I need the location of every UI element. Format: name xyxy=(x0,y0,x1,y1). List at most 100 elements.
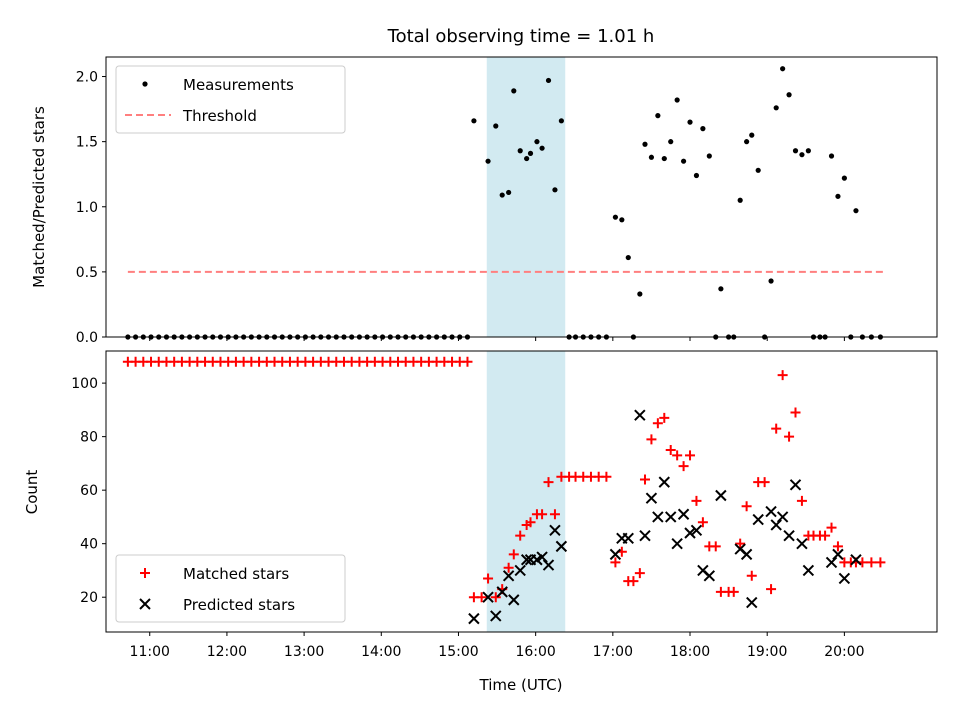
measurement-point xyxy=(511,88,517,94)
measurement-point xyxy=(493,123,499,129)
matched-star-point xyxy=(875,557,886,568)
legend-entry-label: Measurements xyxy=(183,76,294,94)
measurement-point xyxy=(687,119,693,125)
measurement-point xyxy=(558,118,564,124)
x-tick-label: 11:00 xyxy=(130,644,170,660)
matched-star-point xyxy=(790,407,801,418)
measurement-point xyxy=(841,175,847,181)
predicted-star-point xyxy=(549,524,561,537)
predicted-star-point xyxy=(740,548,753,561)
matched-star-point xyxy=(537,509,548,520)
predicted-star-point xyxy=(752,513,764,526)
x-tick-label: 15:00 xyxy=(438,644,478,660)
predicted-star-point xyxy=(468,612,480,625)
matched-star-point xyxy=(746,570,757,581)
predicted-star-point xyxy=(765,505,777,518)
legend: Matched stars Predicted stars xyxy=(115,554,346,623)
measurement-point xyxy=(792,148,799,154)
matched-star-point xyxy=(728,586,739,597)
legend: Measurements Threshold xyxy=(115,65,346,134)
measurement-point xyxy=(612,214,619,220)
predicted-star-point xyxy=(502,570,515,582)
y-tick-label: 0.0 xyxy=(76,330,98,346)
measurement-point xyxy=(471,118,477,124)
measurement-point xyxy=(737,197,743,203)
measurement-point xyxy=(755,167,761,173)
matched-star-point xyxy=(697,517,708,528)
matched-star-point xyxy=(549,509,560,520)
matched-star-point xyxy=(639,474,650,485)
legend-box xyxy=(115,554,346,623)
predicted-star-point xyxy=(703,570,716,582)
measurement-point xyxy=(828,153,835,159)
measurement-point xyxy=(853,208,859,214)
measurement-point xyxy=(773,105,779,111)
y-tick-label: 20 xyxy=(80,590,98,606)
matched-star-point xyxy=(796,495,807,506)
matched-star-point xyxy=(735,538,746,549)
matched-star-point xyxy=(866,557,877,568)
predicted-star-point xyxy=(802,564,815,577)
predicted-star-point xyxy=(536,551,548,563)
measurement-point xyxy=(499,192,505,198)
measurement-point xyxy=(655,113,661,119)
bottom-panel: 20 40 60 80 100 11:00 12:00 13:00 14:00 15:00 16:0… xyxy=(71,350,938,660)
measurement-point xyxy=(706,153,712,159)
measurement-point xyxy=(674,97,680,103)
predicted-star-point xyxy=(490,610,502,622)
measurement-point xyxy=(539,145,545,151)
x-tick-label: 18:00 xyxy=(670,644,710,660)
matched-star-point xyxy=(634,568,645,579)
matched-star-point xyxy=(503,562,514,573)
legend-entry-label: Predicted stars xyxy=(183,596,295,614)
legend-measurement-swatch xyxy=(142,81,148,87)
x-tick-label: 16:00 xyxy=(515,644,555,660)
measurement-point xyxy=(552,187,558,193)
x-tick-label: 20:00 xyxy=(824,644,864,660)
predicted-star-point xyxy=(796,537,808,550)
chart-title: Total observing time = 1.01 h xyxy=(387,26,655,47)
measurement-point xyxy=(718,286,724,292)
measurement-point xyxy=(668,139,674,145)
y-tick-label: 80 xyxy=(80,430,98,446)
matched-star-point xyxy=(543,477,554,488)
predicted-star-point xyxy=(652,511,664,523)
measurement-point xyxy=(835,193,841,199)
predicted-star-point xyxy=(622,532,634,545)
x-tick-label: 13:00 xyxy=(284,644,324,660)
predicted-star-point xyxy=(645,492,658,504)
measurement-point xyxy=(619,217,625,223)
matched-star-point xyxy=(601,471,612,482)
measurement-point xyxy=(805,148,811,154)
matched-star-point xyxy=(652,418,663,429)
y-tick-label: 60 xyxy=(80,483,98,499)
matched-star-point xyxy=(610,557,621,568)
predicted-star-point xyxy=(832,548,844,561)
axes-frame xyxy=(105,56,938,338)
measurement-point xyxy=(744,139,750,145)
predicted-star-point xyxy=(825,556,838,569)
predicted-star-point xyxy=(634,409,646,421)
matched-star-point xyxy=(820,530,831,541)
matched-star-point xyxy=(462,356,473,367)
predicted-star-point xyxy=(639,529,651,542)
matched-star-point xyxy=(628,576,639,587)
axes-frame xyxy=(105,350,938,633)
highlight-span xyxy=(486,57,566,337)
predicted-star-point xyxy=(658,476,670,488)
matched-star-point xyxy=(476,592,487,603)
matched-star-point xyxy=(826,522,837,533)
legend-entry-label: Threshold xyxy=(182,107,257,125)
predicted-star-point xyxy=(850,554,862,566)
matched-star-point xyxy=(710,541,721,552)
y-tick-label: 1.0 xyxy=(76,200,98,216)
predicted-star-point xyxy=(684,527,696,539)
legend-box xyxy=(115,65,346,134)
legend-matched-swatch xyxy=(140,568,150,578)
predicted-star-point xyxy=(520,554,533,566)
matched-star-point xyxy=(771,423,782,434)
matched-star-point xyxy=(672,450,683,461)
top-ylabel: Matched/Predicted stars xyxy=(30,106,48,288)
matched-star-point xyxy=(784,431,795,442)
